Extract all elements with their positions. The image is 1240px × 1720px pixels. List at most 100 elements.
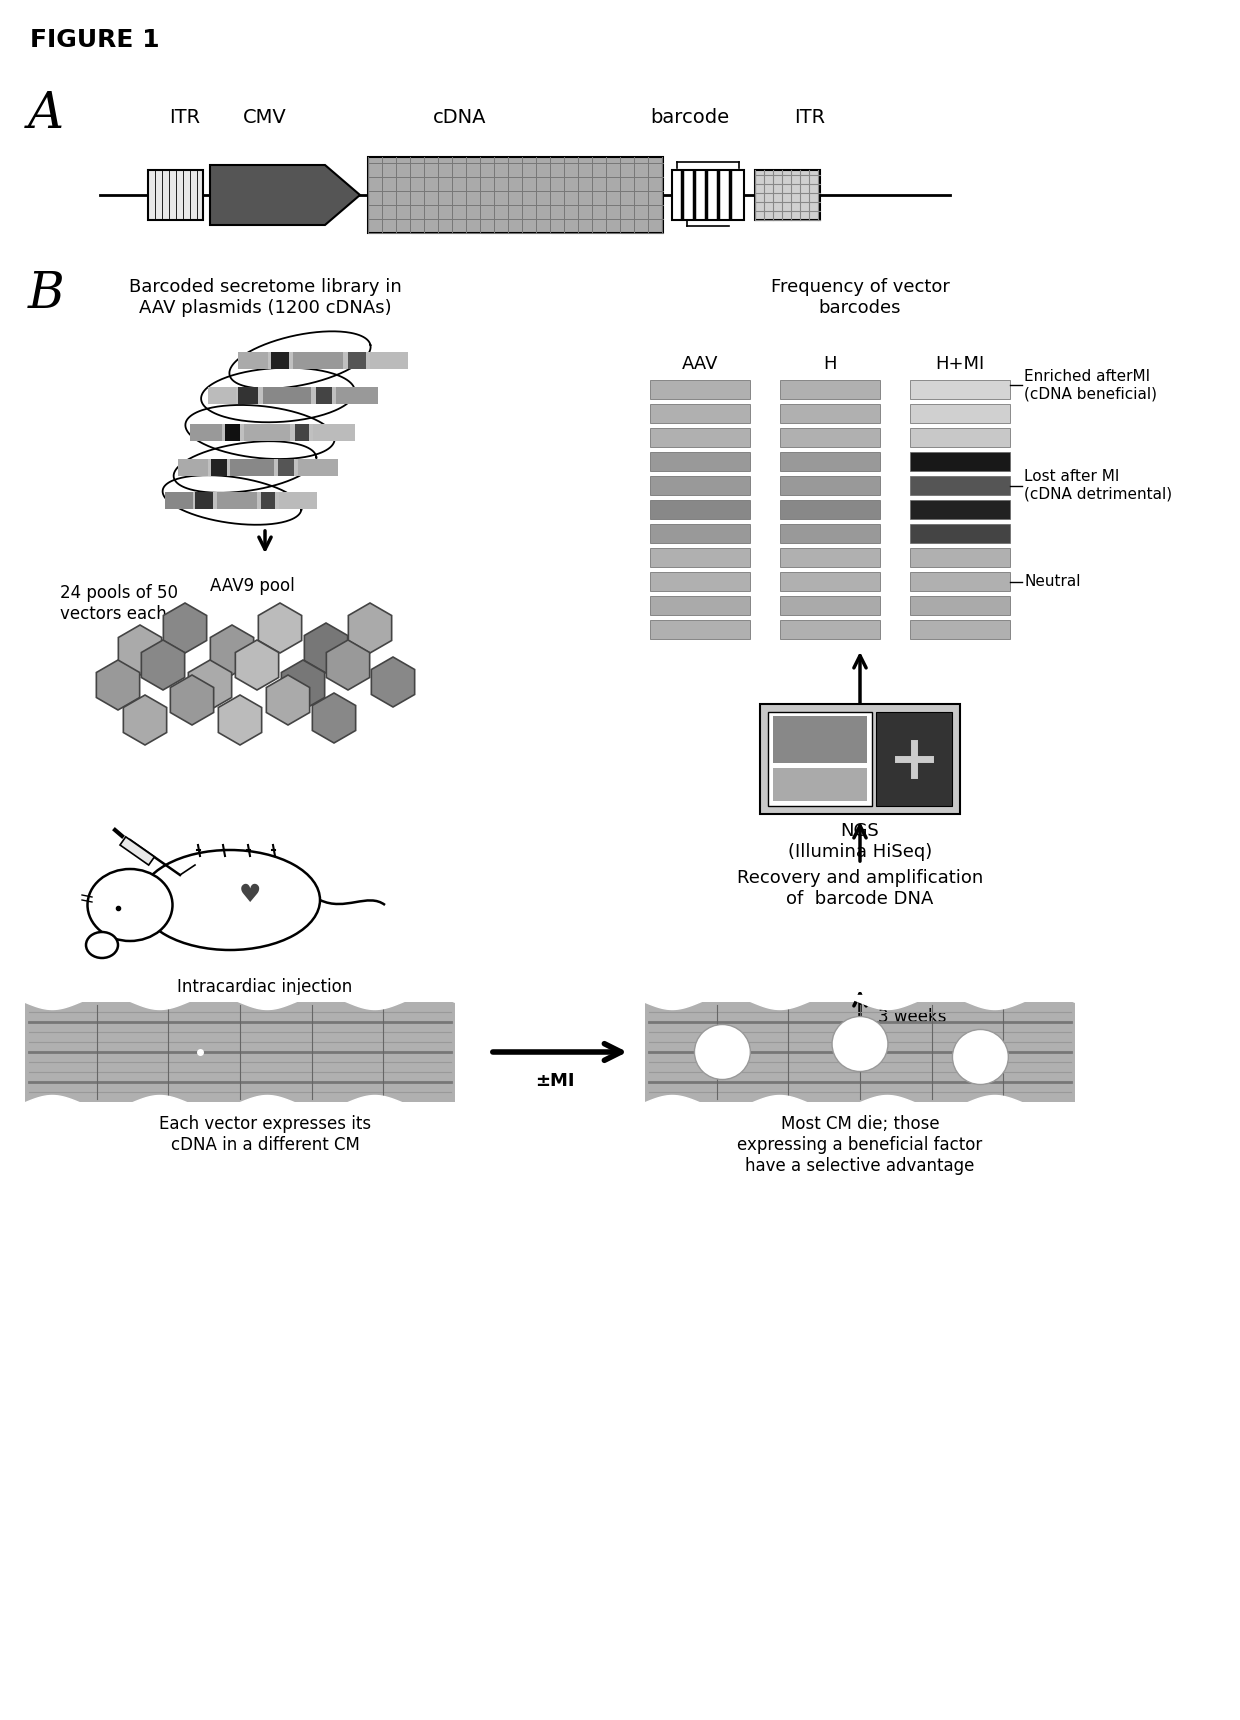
- Bar: [260, 492, 275, 509]
- Text: Recovery and amplification
of  barcode DNA: Recovery and amplification of barcode DN…: [737, 869, 983, 908]
- Text: AAV9 pool: AAV9 pool: [210, 576, 295, 595]
- Bar: [910, 476, 1011, 495]
- Bar: [316, 387, 332, 404]
- Bar: [910, 428, 1011, 447]
- Polygon shape: [210, 165, 360, 225]
- Bar: [768, 712, 872, 807]
- Bar: [195, 492, 213, 509]
- Bar: [148, 170, 203, 220]
- Bar: [780, 549, 880, 568]
- Bar: [211, 459, 227, 475]
- Bar: [910, 501, 1011, 519]
- Bar: [780, 452, 880, 471]
- Bar: [780, 619, 880, 640]
- Bar: [650, 452, 750, 471]
- Bar: [780, 380, 880, 399]
- Bar: [910, 452, 1011, 471]
- Bar: [208, 387, 355, 404]
- Bar: [910, 525, 1011, 544]
- Bar: [208, 387, 236, 404]
- Bar: [217, 492, 257, 509]
- Ellipse shape: [952, 1030, 1008, 1085]
- Bar: [238, 351, 268, 368]
- Polygon shape: [348, 604, 392, 654]
- Text: Most CM die; those
expressing a beneficial factor
have a selective advantage: Most CM die; those expressing a benefici…: [738, 1115, 982, 1175]
- Bar: [348, 351, 366, 368]
- Text: Enriched afterMI
(cDNA beneficial): Enriched afterMI (cDNA beneficial): [1024, 368, 1157, 401]
- Polygon shape: [236, 640, 279, 690]
- Text: H+MI: H+MI: [935, 354, 985, 373]
- Polygon shape: [304, 623, 347, 673]
- Ellipse shape: [832, 1017, 888, 1072]
- Bar: [650, 525, 750, 544]
- Bar: [650, 428, 750, 447]
- Text: Lost after MI
(cDNA detrimental): Lost after MI (cDNA detrimental): [1024, 470, 1172, 502]
- Bar: [25, 1003, 455, 1103]
- Bar: [650, 501, 750, 519]
- Text: 24 pools of 50
vectors each: 24 pools of 50 vectors each: [60, 585, 179, 623]
- Text: ♥: ♥: [239, 882, 262, 906]
- Polygon shape: [97, 660, 140, 710]
- Polygon shape: [267, 674, 310, 726]
- Bar: [780, 476, 880, 495]
- Bar: [650, 573, 750, 592]
- Bar: [650, 476, 750, 495]
- Bar: [910, 549, 1011, 568]
- Polygon shape: [371, 657, 414, 707]
- Bar: [650, 597, 750, 616]
- Bar: [368, 157, 663, 232]
- Bar: [244, 423, 290, 440]
- Bar: [293, 351, 343, 368]
- Polygon shape: [258, 604, 301, 654]
- Bar: [780, 525, 880, 544]
- Bar: [773, 769, 867, 802]
- Bar: [224, 423, 241, 440]
- Text: ±MI: ±MI: [536, 1072, 575, 1090]
- Polygon shape: [281, 660, 325, 710]
- Bar: [238, 387, 258, 404]
- Bar: [272, 351, 289, 368]
- Text: Barcoded secretome library in
AAV plasmids (1200 cDNAs): Barcoded secretome library in AAV plasmi…: [129, 279, 402, 316]
- Bar: [650, 619, 750, 640]
- Bar: [650, 404, 750, 423]
- Polygon shape: [312, 693, 356, 743]
- Text: 3 weeks: 3 weeks: [878, 1008, 946, 1027]
- Bar: [190, 423, 222, 440]
- Polygon shape: [141, 640, 185, 690]
- Ellipse shape: [86, 932, 118, 958]
- Ellipse shape: [694, 1025, 750, 1080]
- Bar: [179, 459, 317, 475]
- Text: FIGURE 1: FIGURE 1: [30, 28, 160, 52]
- Polygon shape: [123, 695, 166, 745]
- Polygon shape: [188, 660, 232, 710]
- Polygon shape: [118, 624, 161, 674]
- Bar: [165, 492, 300, 509]
- Ellipse shape: [88, 869, 172, 941]
- Bar: [645, 1003, 1075, 1103]
- Bar: [298, 459, 339, 475]
- Bar: [755, 170, 820, 220]
- Bar: [295, 423, 309, 440]
- Polygon shape: [164, 604, 207, 654]
- Text: H: H: [823, 354, 837, 373]
- Bar: [650, 380, 750, 399]
- Text: Intracardiac injection: Intracardiac injection: [177, 979, 352, 996]
- Text: Each vector expresses its
cDNA in a different CM: Each vector expresses its cDNA in a diff…: [159, 1115, 371, 1154]
- Text: Neutral: Neutral: [1024, 574, 1080, 588]
- Text: NGS
(Illumina HiSeq): NGS (Illumina HiSeq): [787, 822, 932, 860]
- Bar: [780, 404, 880, 423]
- Bar: [760, 703, 960, 814]
- Bar: [650, 549, 750, 568]
- Bar: [910, 573, 1011, 592]
- Bar: [910, 404, 1011, 423]
- Polygon shape: [326, 640, 370, 690]
- Bar: [190, 423, 335, 440]
- Bar: [165, 492, 193, 509]
- Text: Frequency of vector
barcodes: Frequency of vector barcodes: [770, 279, 950, 316]
- Bar: [278, 459, 294, 475]
- Text: B: B: [29, 270, 64, 320]
- Text: barcode: barcode: [651, 108, 729, 127]
- Bar: [780, 428, 880, 447]
- Bar: [910, 619, 1011, 640]
- Bar: [780, 501, 880, 519]
